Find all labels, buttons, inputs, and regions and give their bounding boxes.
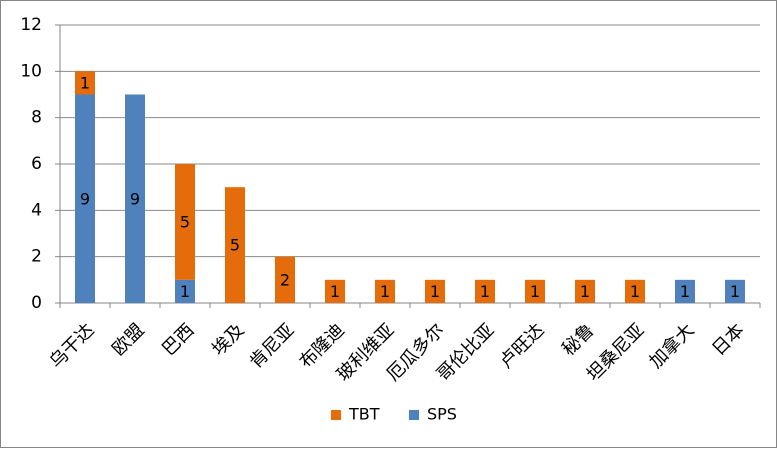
- data-label-tbt-7: 1: [430, 282, 440, 301]
- bar-tbt-3: [225, 187, 245, 303]
- bar-sps-12: [675, 279, 695, 303]
- legend-swatch-tbt: [331, 410, 341, 420]
- data-label-sps-13: 1: [730, 282, 740, 301]
- bar-tbt-7: [425, 279, 445, 303]
- legend: TBT SPS: [331, 405, 457, 424]
- y-tick-label-12: 12: [20, 15, 42, 35]
- legend-label-sps: SPS: [427, 405, 457, 424]
- data-label-tbt-6: 1: [380, 282, 390, 301]
- legend-swatch-sps: [409, 410, 419, 420]
- data-label-sps-2: 1: [180, 282, 190, 301]
- y-tick-label-8: 8: [31, 108, 42, 128]
- data-label-tbt-9: 1: [530, 282, 540, 301]
- data-label-tbt-11: 1: [630, 282, 640, 301]
- data-label-tbt-10: 1: [580, 282, 590, 301]
- bar-tbt-11: [625, 279, 645, 303]
- y-tick-label-4: 4: [31, 200, 42, 220]
- bar-sps-13: [725, 279, 745, 303]
- bar-tbt-10: [575, 279, 595, 303]
- bar-tbt-4: [275, 256, 295, 303]
- bar-sps-0: [75, 94, 95, 303]
- data-label-tbt-3: 5: [230, 236, 240, 255]
- data-label-sps-0: 9: [80, 189, 90, 208]
- data-label-sps-1: 9: [130, 189, 140, 208]
- data-label-sps-12: 1: [680, 282, 690, 301]
- y-tick-label-2: 2: [31, 247, 42, 267]
- y-axis-tick-labels: 0 2 4 6 8 10 12: [20, 15, 42, 313]
- legend-label-tbt: TBT: [348, 405, 380, 424]
- bar-sps-2: [175, 279, 195, 303]
- bar-tbt-6: [375, 279, 395, 303]
- bar-tbt-8: [475, 279, 495, 303]
- data-labels: 9 1 9 1 5 5 2 1 1 1 1 1 1 1 1 1: [80, 73, 740, 301]
- y-tick-label-10: 10: [20, 61, 42, 81]
- bar-sps-1: [125, 94, 145, 303]
- bars: [75, 71, 745, 303]
- bar-tbt-9: [525, 279, 545, 303]
- bar-tbt-2: [175, 164, 195, 280]
- bar-tbt-0: [75, 71, 95, 95]
- data-label-tbt-0: 1: [80, 73, 90, 92]
- data-label-tbt-2: 5: [180, 212, 190, 231]
- y-tick-label-0: 0: [31, 293, 42, 313]
- bar-tbt-5: [325, 279, 345, 303]
- y-tick-label-6: 6: [31, 154, 42, 174]
- data-label-tbt-8: 1: [480, 282, 490, 301]
- data-label-tbt-4: 2: [280, 270, 290, 289]
- data-label-tbt-5: 1: [330, 282, 340, 301]
